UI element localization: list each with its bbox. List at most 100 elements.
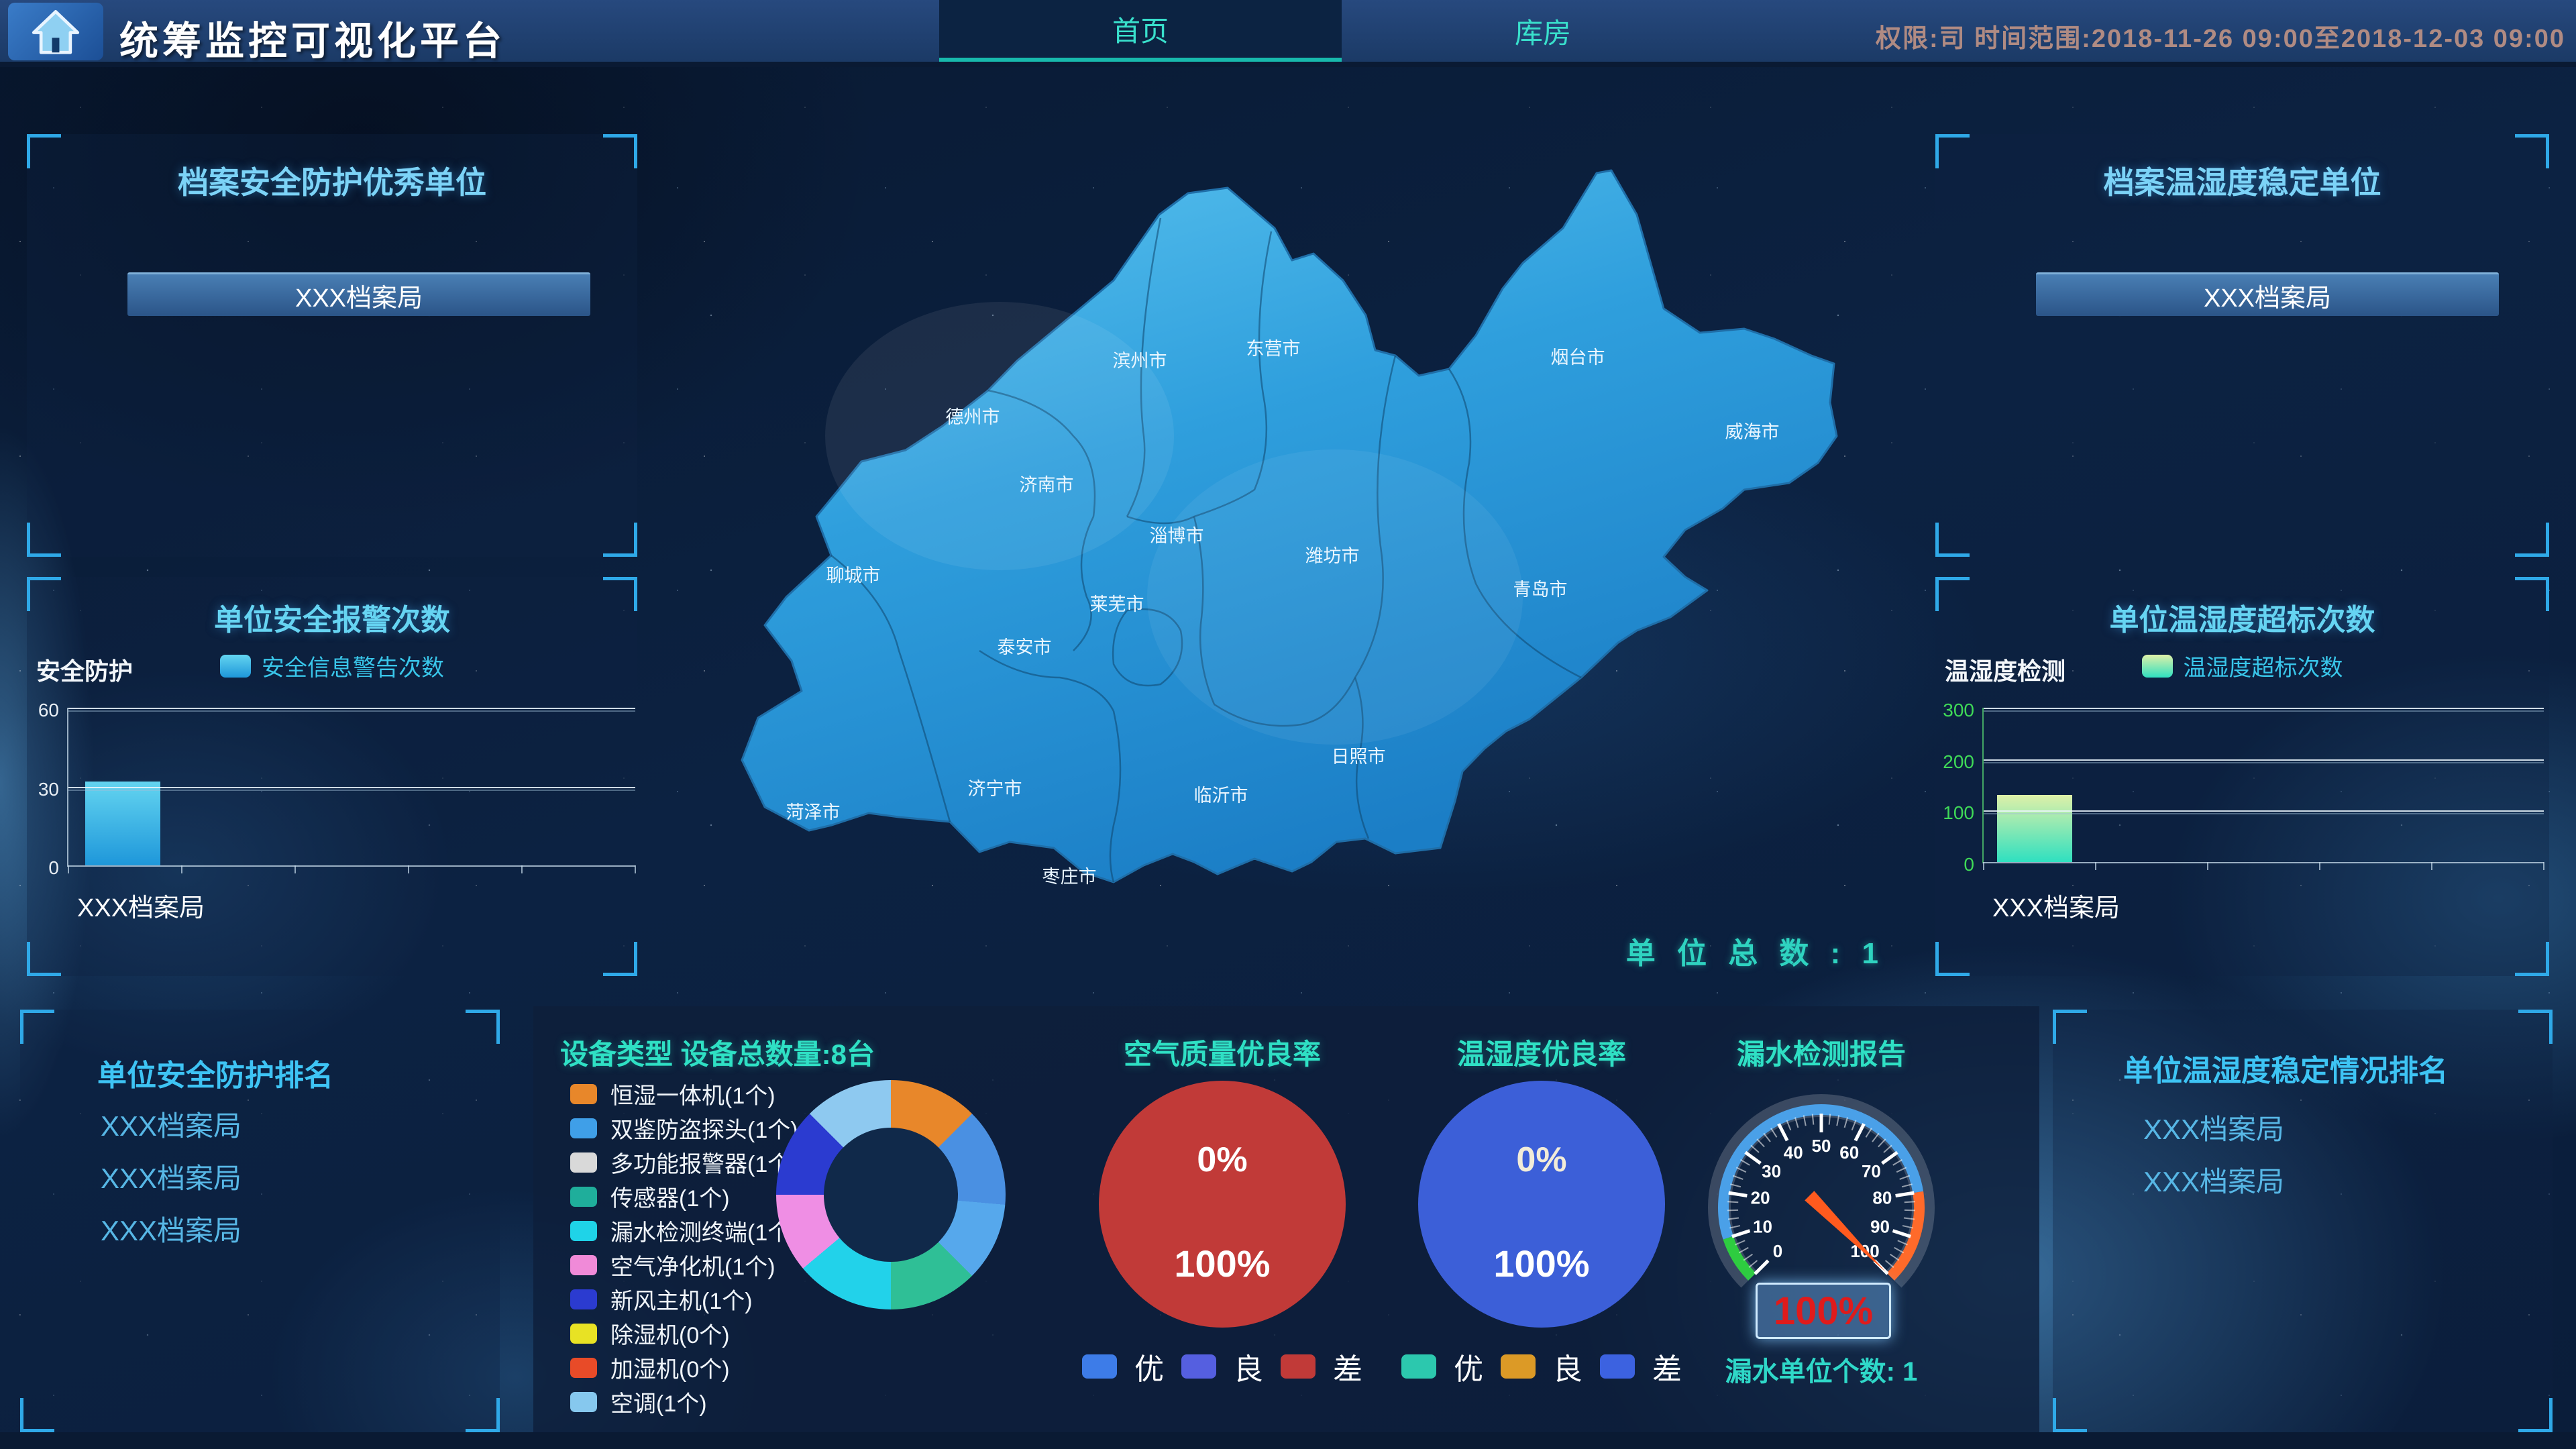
ranking-item[interactable]: XXX档案局 [2143, 1166, 2285, 1197]
panel-humidity-exceed-chart: 单位温湿度超标次数 温湿度检测 温湿度超标次数 300 200 100 0 XXX档案… [1935, 577, 2549, 976]
city-label-聊城市[interactable]: 聊城市 [826, 566, 881, 586]
panel-humidity-ranking: 单位温湿度稳定情况排名 XXX档案局 XXX档案局 [2053, 1010, 2553, 1432]
legend-color-chip[interactable] [1401, 1354, 1436, 1379]
device-donut-chart[interactable] [776, 1080, 1006, 1309]
device-legend-item[interactable]: 恒湿一体机(1个) [570, 1077, 798, 1111]
legend-color-chip [570, 1391, 597, 1412]
page-title: 统筹监控可视化平台 [119, 19, 506, 63]
ranking-title: 单位安全防护排名 [97, 1059, 333, 1092]
ranking-title: 单位温湿度稳定情况排名 [2123, 1055, 2448, 1087]
legend-color-chip[interactable] [1281, 1354, 1316, 1379]
temp-humidity-pie[interactable]: 0% 100% [1418, 1081, 1665, 1328]
header-bar: 统筹监控可视化平台 首页 库房 权限:司 时间范围:2018-11-26 09:… [0, 0, 2576, 67]
legend-color-chip [570, 1186, 597, 1207]
air-quality-legend: 优 良 差 [1055, 1345, 1390, 1388]
footer-strip [0, 1432, 2576, 1449]
map-outline [741, 169, 1838, 883]
pie-label-100: 100% [1174, 1242, 1271, 1285]
unit-button[interactable]: XXX档案局 [2036, 272, 2499, 316]
total-units-label: 单 位 总 数 : 1 [1625, 937, 1885, 970]
panel-security-alarm-chart: 单位安全报警次数 安全防护 安全信息警告次数 60 30 0 XXX档案局 [27, 577, 637, 976]
device-legend-item[interactable]: 空调(1个) [570, 1385, 798, 1419]
device-chart-title: 设备类型 设备总数量:8台 [560, 1038, 875, 1070]
city-label-烟台市[interactable]: 烟台市 [1551, 347, 1605, 368]
bar-xxx-archive[interactable] [1997, 795, 2072, 862]
ranking-item[interactable]: XXX档案局 [2143, 1114, 2285, 1145]
svg-text:80: 80 [1872, 1188, 1892, 1208]
x-category-label: XXX档案局 [1992, 894, 2121, 922]
city-label-济南市[interactable]: 济南市 [1020, 475, 1074, 495]
city-label-德州市[interactable]: 德州市 [946, 407, 1000, 427]
device-legend-item[interactable]: 加湿机(0个) [570, 1350, 798, 1385]
city-label-威海市[interactable]: 威海市 [1725, 422, 1780, 442]
city-label-济宁市[interactable]: 济宁市 [968, 779, 1022, 799]
device-legend-item[interactable]: 空气净化机(1个) [570, 1248, 798, 1282]
ranking-item[interactable]: XXX档案局 [101, 1163, 242, 1194]
tab-warehouse[interactable]: 库房 [1514, 17, 1571, 49]
city-label-滨州市[interactable]: 滨州市 [1113, 351, 1167, 371]
panel-security-excellent-units: 档案安全防护优秀单位 XXX档案局 [27, 134, 637, 557]
device-legend-item[interactable]: 漏水检测终端(1个) [570, 1214, 798, 1248]
legend-color-chip[interactable] [1181, 1354, 1216, 1379]
panel-device-and-quality: 设备类型 设备总数量:8台 恒湿一体机(1个) 双鉴防盗探头(1个) 多功能报警… [533, 1006, 2039, 1432]
legend-color-chip[interactable] [1501, 1354, 1536, 1379]
city-label-枣庄市[interactable]: 枣庄市 [1042, 867, 1097, 887]
chart-title: 单位温湿度超标次数 [2109, 604, 2375, 637]
device-legend-item[interactable]: 传感器(1个) [570, 1179, 798, 1214]
legend-color-chip [220, 654, 251, 678]
city-label-淄博市[interactable]: 淄博市 [1150, 526, 1204, 546]
y-axis-ticks: 300 200 100 0 [1943, 700, 1974, 875]
legend-color-chip[interactable] [1082, 1354, 1117, 1379]
x-category-label: XXX档案局 [77, 894, 205, 922]
chart-title: 单位安全报警次数 [214, 604, 450, 637]
device-legend-item[interactable]: 双鉴防盗探头(1个) [570, 1111, 798, 1145]
air-quality-pie[interactable]: 0% 100% [1099, 1081, 1346, 1328]
ranking-list: XXX档案局 XXX档案局 [2143, 1107, 2284, 1212]
unit-button[interactable]: XXX档案局 [127, 272, 590, 316]
city-label-潍坊市[interactable]: 潍坊市 [1305, 546, 1360, 566]
panel-security-ranking: 单位安全防护排名 XXX档案局 XXX档案局 XXX档案局 [20, 1010, 500, 1432]
device-legend-item[interactable]: 除湿机(0个) [570, 1316, 798, 1350]
city-label-菏泽市[interactable]: 菏泽市 [786, 802, 841, 822]
chart-legend[interactable]: 安全信息警告次数 [27, 649, 637, 682]
legend-color-chip[interactable] [1600, 1354, 1635, 1379]
bar-xxx-archive[interactable] [85, 781, 160, 865]
legend-color-chip [570, 1323, 597, 1344]
home-logo[interactable] [8, 3, 103, 60]
province-map[interactable]: 滨州市 东营市 烟台市威海市 德州市济南市淄博市潍坊市聊城市莱芜市 青岛市泰安市日照市济… [698, 87, 1838, 986]
city-label-日照市[interactable]: 日照市 [1332, 747, 1386, 767]
y-axis-name: 温湿度检测 [1945, 657, 2066, 685]
svg-text:20: 20 [1751, 1188, 1770, 1208]
legend-color-chip [570, 1289, 597, 1309]
device-legend-item[interactable]: 新风主机(1个) [570, 1282, 798, 1316]
y-axis-name: 安全防护 [36, 657, 133, 685]
city-label-东营市[interactable]: 东营市 [1246, 339, 1301, 359]
city-label-泰安市[interactable]: 泰安市 [998, 637, 1052, 657]
svg-text:60: 60 [1839, 1142, 1859, 1163]
ranking-list: XXX档案局 XXX档案局 XXX档案局 [101, 1104, 241, 1260]
leak-units-count: 漏水单位个数: 1 [1725, 1357, 1918, 1387]
svg-text:90: 90 [1870, 1216, 1890, 1236]
device-legend-item[interactable]: 多功能报警器(1个) [570, 1145, 798, 1179]
svg-text:40: 40 [1784, 1142, 1803, 1163]
air-quality-title: 空气质量优良率 [1123, 1038, 1321, 1070]
ranking-item[interactable]: XXX档案局 [101, 1110, 242, 1142]
city-label-临沂市[interactable]: 临沂市 [1194, 786, 1248, 806]
city-label-莱芜市[interactable]: 莱芜市 [1090, 594, 1144, 614]
ranking-item[interactable]: XXX档案局 [101, 1215, 242, 1246]
legend-color-chip [570, 1357, 597, 1378]
legend-color-chip [570, 1083, 597, 1104]
leak-percentage-badge: 100% [1756, 1283, 1891, 1339]
city-label-青岛市[interactable]: 青岛市 [1513, 580, 1568, 600]
pie-label-0: 0% [1516, 1140, 1567, 1179]
leak-gauge-title: 漏水检测报告 [1736, 1038, 1906, 1070]
permission-timerange-text: 权限:司 时间范围:2018-11-26 09:00至2018-12-03 09… [1875, 25, 2565, 53]
chart-legend[interactable]: 温湿度超标次数 [1935, 649, 2549, 682]
plot-area [67, 708, 636, 873]
svg-text:0: 0 [1773, 1241, 1782, 1261]
temp-humidity-title: 温湿度优良率 [1456, 1038, 1626, 1070]
svg-text:10: 10 [1753, 1216, 1772, 1236]
map-inner-borders [830, 217, 1582, 883]
tab-home[interactable]: 首页 [939, 0, 1342, 62]
